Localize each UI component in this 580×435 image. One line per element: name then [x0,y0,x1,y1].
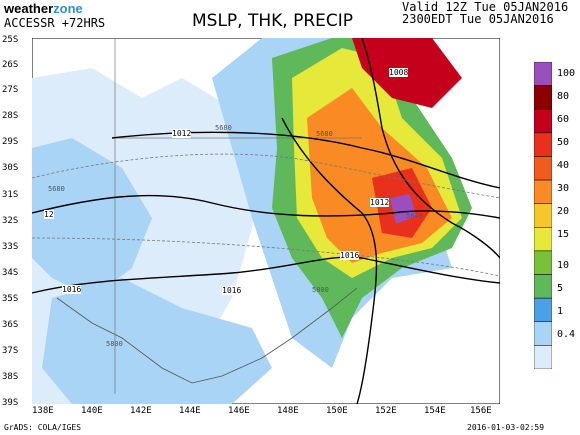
map-canvas [32,38,500,404]
colorbar-cell [534,274,552,299]
isobar-label: 1016 [222,286,242,295]
forecast-map [32,38,500,404]
thickness-label: 5680 [316,130,333,138]
isobar-1016 [32,256,500,294]
lon-label: 144E [179,406,201,416]
precip-colorbar [534,62,552,369]
lat-label: 26S [2,60,19,70]
lat-label: 29S [2,137,19,147]
colorbar-label: 30 [557,183,570,194]
lat-label: 32S [2,216,19,226]
isobar-label: 1012 [370,198,390,207]
colorbar-label: 50 [557,137,570,148]
weatherzone-logo: weatherzone [4,1,83,16]
lon-label: 154E [424,406,446,416]
colorbar-cell [534,227,552,252]
thickness-label: 5680 [48,185,65,193]
lon-label: 138E [32,406,54,416]
colorbar-label: 10 [557,260,570,271]
colorbar-cell [534,345,552,369]
colorbar-cell [534,108,552,134]
colorbar-label: 20 [557,206,570,217]
footer-credit: GrADS: COLA/IGES [4,423,82,432]
valid-time-local: 2300EDT Tue 05JAN2016 [402,12,554,26]
colorbar-label: 0.4 [557,329,576,340]
chart-title: MSLP, THK, PRECIP [192,11,354,31]
precip-patch-south [42,278,272,404]
lon-label: 152E [375,406,397,416]
lat-label: 30S [2,163,19,173]
colorbar-cell [534,250,552,275]
valid-time-utc: Valid 12Z Tue 05JAN2016 [402,0,569,14]
isobar-1008 [361,38,500,259]
precip-max-core [390,194,416,224]
lat-label: 33S [2,242,19,252]
thickness-label: 5680 [215,124,232,132]
isobar-1012-mid [32,194,500,219]
colorbar-label: 1 [557,306,564,317]
colorbar-cell [534,156,552,181]
isobar-label: 1008 [389,68,409,77]
lon-label: 148E [277,406,299,416]
lon-label: 146E [228,406,250,416]
colorbar-label: 80 [557,91,570,102]
colorbar-label: 100 [557,68,576,79]
colorbar-cell [534,179,552,204]
isobar-trough [281,117,378,404]
precip-patch-west [32,138,152,298]
lat-label: 28S [2,111,19,121]
model-run-label: ACCESSR +72HRS [4,16,106,30]
lat-label: 34S [2,268,19,278]
colorbar-cell [534,321,552,346]
colorbar-cell [534,132,552,157]
lat-label: 35S [2,294,19,304]
isobar-label: 1016 [340,251,360,260]
lon-label: 150E [326,406,348,416]
colorbar-label: 40 [557,160,570,171]
colorbar-label: 15 [557,229,570,240]
thickness-label: 5800 [312,286,329,294]
coastline [56,287,358,384]
colorbar-label: 5 [557,283,564,294]
footer-timestamp: 2016-01-03-02:59 [467,423,545,432]
colorbar-cell [534,203,552,228]
isobar-label: 1012 [172,129,192,138]
lat-label: 36S [2,320,19,330]
lat-label: 25S [2,35,19,45]
lat-label: 27S [2,85,19,95]
lon-label: 142E [130,406,152,416]
lat-label: 37S [2,346,19,356]
lon-label: 156E [470,406,492,416]
colorbar-label: 60 [557,114,570,125]
colorbar-cell [534,297,552,323]
isobar-label: 1016 [62,285,82,294]
thickness-5680 [32,153,500,199]
lat-label: 39S [2,398,19,408]
thickness-label: 5640 [406,212,423,220]
colorbar-cell [534,85,552,110]
isobar-label: 12 [44,210,54,219]
colorbar-cell [534,62,552,86]
lat-label: 38S [2,372,19,382]
thickness-label: 5800 [106,340,123,348]
lon-label: 140E [81,406,103,416]
lat-label: 31S [2,190,19,200]
